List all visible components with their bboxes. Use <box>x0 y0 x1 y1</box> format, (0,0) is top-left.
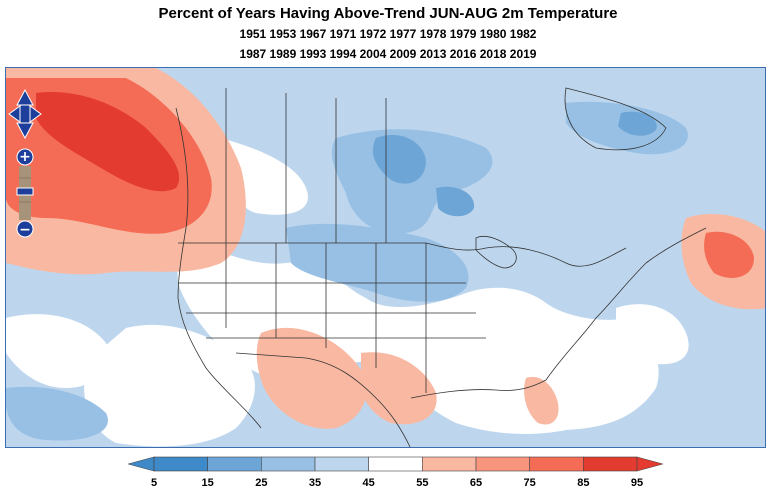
legend-swatch-8 <box>583 456 638 472</box>
legend-swatch-4 <box>368 456 423 472</box>
us-mexico-border <box>235 352 411 447</box>
blue-region-dark-plains <box>436 186 475 217</box>
pan-left-arrow-icon[interactable] <box>8 105 21 123</box>
zoom-in-icon[interactable]: + <box>19 149 31 165</box>
canada-us-border <box>178 242 627 267</box>
west-coast-line <box>175 107 262 429</box>
legend-low-arrow <box>128 456 155 472</box>
zoom-in-button[interactable]: + <box>16 148 34 166</box>
pan-up-arrow-icon[interactable] <box>16 88 34 106</box>
east-coast-line <box>545 227 707 381</box>
red-region-florida <box>524 376 559 425</box>
legend-swatch-3 <box>314 456 369 472</box>
years-line-1: 1951 1953 1967 1971 1972 1977 1978 1979 … <box>239 27 537 41</box>
legend-tick-label: 5 <box>151 477 157 489</box>
red-region-atlantic-canada-mid <box>704 231 754 278</box>
years-line-2: 1987 1989 1993 1994 2004 2009 2013 2016 … <box>239 47 537 61</box>
pan-control[interactable] <box>8 88 42 140</box>
blue-region-dark-hudson <box>618 111 657 136</box>
legend-tick-label: 85 <box>577 477 589 489</box>
zoom-out-icon[interactable]: − <box>19 222 31 238</box>
legend-swatches <box>153 456 638 472</box>
legend-tick-label: 65 <box>470 477 482 489</box>
legend-swatch-2 <box>261 456 316 472</box>
legend-tick-label: 95 <box>631 477 643 489</box>
color-legend: 5 15 25 35 45 55 65 75 85 95 <box>128 456 663 489</box>
map-title: Percent of Years Having Above-Trend JUN-… <box>158 5 618 22</box>
great-lakes-line <box>475 235 517 269</box>
white-region-pacific <box>6 314 109 388</box>
province-lines <box>225 88 387 243</box>
legend-tick-label: 25 <box>255 477 267 489</box>
white-region-gulf <box>84 324 255 447</box>
map-borders <box>175 87 707 447</box>
legend-swatch-1 <box>207 456 262 472</box>
legend-swatch-6 <box>475 456 530 472</box>
legend-swatch-5 <box>422 456 477 472</box>
hudson-bay-line <box>564 87 667 151</box>
white-region-atlantic <box>616 304 689 365</box>
state-lines-b <box>178 282 486 339</box>
legend-tick-label: 45 <box>363 477 375 489</box>
zoom-out-button[interactable]: − <box>16 220 34 238</box>
legend-tick-label: 55 <box>416 477 428 489</box>
legend-swatch-0 <box>153 456 208 472</box>
red-region-alaska-dark <box>36 92 180 192</box>
blue-region-pacific-south <box>6 386 108 441</box>
map-title-block: Percent of Years Having Above-Trend JUN-… <box>0 4 776 64</box>
legend-tick-label: 35 <box>309 477 321 489</box>
legend-tick-label: 15 <box>202 477 214 489</box>
legend-ticks: 5 15 25 35 45 55 65 75 85 95 <box>151 477 643 489</box>
legend-high-arrow <box>636 456 663 472</box>
red-region-southwest <box>256 327 367 429</box>
pan-down-arrow-icon[interactable] <box>16 122 34 140</box>
pan-right-arrow-icon[interactable] <box>29 105 42 123</box>
map-viewport[interactable]: + − <box>5 67 766 448</box>
zoom-slider[interactable] <box>16 166 34 220</box>
zoom-slider-handle[interactable] <box>16 187 34 196</box>
red-region-texas <box>359 352 437 425</box>
gulf-coast-line <box>410 379 547 399</box>
map-canvas[interactable] <box>6 68 766 448</box>
legend-swatch-7 <box>529 456 584 472</box>
legend-tick-label: 75 <box>524 477 536 489</box>
map-navigation: + − <box>8 88 42 238</box>
state-lines-a <box>225 243 427 393</box>
